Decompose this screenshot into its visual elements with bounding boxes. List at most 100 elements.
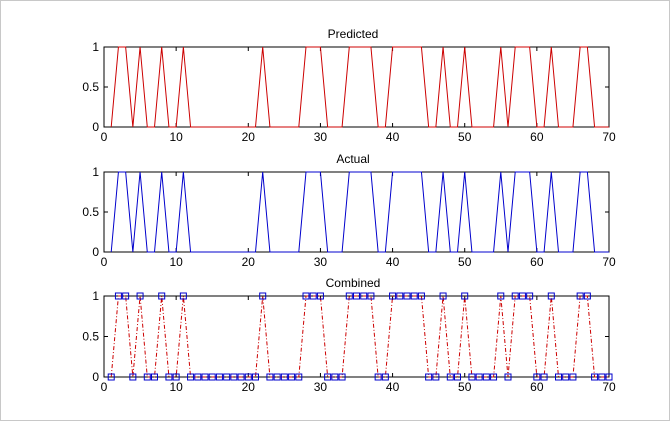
- x-tick-label: 20: [242, 380, 256, 394]
- x-tick-label: 10: [169, 255, 183, 269]
- x-tick-label: 30: [314, 380, 328, 394]
- data-point-marker: [295, 373, 303, 381]
- x-tick-label: 20: [242, 130, 256, 144]
- data-point-marker: [215, 373, 223, 381]
- data-point-marker: [360, 292, 368, 300]
- x-tick-label: 10: [169, 380, 183, 394]
- x-tick-label: 40: [386, 130, 400, 144]
- data-point-marker: [151, 373, 158, 381]
- data-point-marker: [540, 373, 548, 381]
- y-tick-label: 0.5: [82, 330, 99, 344]
- data-point-marker: [288, 373, 296, 381]
- data-point-marker: [526, 292, 534, 300]
- data-point-marker: [165, 373, 173, 381]
- data-point-marker: [511, 292, 519, 300]
- y-tick-label: 1: [92, 289, 99, 303]
- y-tick-label: 0: [92, 120, 99, 134]
- data-point-marker: [302, 292, 310, 300]
- data-point-marker: [439, 292, 447, 300]
- data-point-marker: [143, 373, 151, 381]
- data-point-marker: [353, 292, 360, 300]
- x-tick-label: 40: [386, 380, 400, 394]
- x-tick-label: 0: [101, 130, 108, 144]
- data-point-marker: [252, 373, 259, 381]
- y-tick-label: 0: [92, 245, 99, 259]
- data-point-marker: [280, 373, 288, 381]
- data-point-marker: [410, 292, 418, 300]
- data-point-marker: [194, 373, 202, 381]
- data-point-marker: [381, 373, 389, 381]
- data-point-marker: [172, 373, 180, 381]
- x-tick-label: 60: [530, 380, 544, 394]
- data-point-marker: [475, 373, 483, 381]
- x-tick-label: 30: [314, 255, 328, 269]
- data-point-marker: [309, 292, 317, 300]
- data-point-marker: [107, 373, 115, 381]
- data-point-marker: [237, 373, 245, 381]
- data-point-marker: [504, 373, 512, 381]
- series-line: [110, 171, 609, 253]
- data-point-marker: [598, 373, 606, 381]
- subplot-title: Actual: [336, 152, 369, 166]
- data-point-marker: [158, 292, 166, 300]
- data-point-marker: [223, 373, 231, 381]
- x-tick-label: 70: [602, 130, 616, 144]
- x-tick-label: 50: [458, 380, 472, 394]
- data-point-marker: [259, 292, 267, 300]
- x-tick-label: 40: [386, 255, 400, 269]
- data-point-marker: [129, 373, 137, 381]
- x-tick-label: 70: [602, 255, 616, 269]
- data-point-marker: [591, 373, 599, 381]
- x-tick-label: 30: [314, 130, 328, 144]
- data-point-marker: [389, 292, 397, 300]
- subplot-title: Combined: [326, 276, 381, 290]
- series-line: [110, 295, 609, 378]
- data-point-marker: [490, 373, 498, 381]
- series-line: [110, 46, 609, 128]
- data-point-marker: [468, 373, 476, 381]
- y-tick-label: 1: [92, 165, 99, 179]
- data-point-marker: [187, 373, 195, 381]
- x-tick-label: 10: [169, 130, 183, 144]
- y-tick-label: 0: [92, 370, 99, 384]
- data-point-marker: [518, 292, 526, 300]
- data-point-marker: [273, 373, 281, 381]
- data-point-marker: [179, 292, 187, 300]
- subplot-combined: Combined 0 10 20 30 40 50 60 70 0 0.5 1: [82, 276, 616, 394]
- data-point-marker: [569, 373, 577, 381]
- data-point-marker: [417, 292, 425, 300]
- data-point-marker: [482, 373, 490, 381]
- data-point-marker: [576, 292, 584, 300]
- subplot-actual: Actual 0 10 20 30 40 50 60 70 0 0.5 1: [82, 152, 616, 269]
- data-point-marker: [446, 373, 454, 381]
- data-point-marker: [555, 373, 562, 381]
- data-point-marker: [338, 373, 346, 381]
- data-point-marker: [547, 292, 555, 300]
- data-point-marker: [432, 373, 440, 381]
- data-point-marker: [316, 292, 324, 300]
- y-tick-label: 0.5: [82, 205, 99, 219]
- data-point-marker: [367, 292, 375, 300]
- x-tick-label: 70: [602, 380, 616, 394]
- data-point-marker: [345, 292, 353, 300]
- data-point-marker: [114, 292, 122, 300]
- data-point-marker: [562, 373, 570, 381]
- x-tick-label: 60: [530, 255, 544, 269]
- data-point-marker: [396, 292, 404, 300]
- data-point-marker: [208, 373, 216, 381]
- data-point-marker: [244, 373, 252, 381]
- data-point-marker: [230, 373, 238, 381]
- data-point-marker: [454, 373, 461, 381]
- x-tick-label: 50: [458, 255, 472, 269]
- x-tick-label: 20: [242, 255, 256, 269]
- data-point-marker: [403, 292, 411, 300]
- data-point-marker: [461, 292, 469, 300]
- subplot-predicted: Predicted 0 10 20 30 40 50 60 70 0 0.5 1: [82, 27, 616, 144]
- data-point-marker: [533, 373, 541, 381]
- data-point-marker: [324, 373, 332, 381]
- x-tick-label: 60: [530, 130, 544, 144]
- x-tick-label: 0: [101, 255, 108, 269]
- data-point-marker: [122, 292, 130, 300]
- data-point-marker: [425, 373, 433, 381]
